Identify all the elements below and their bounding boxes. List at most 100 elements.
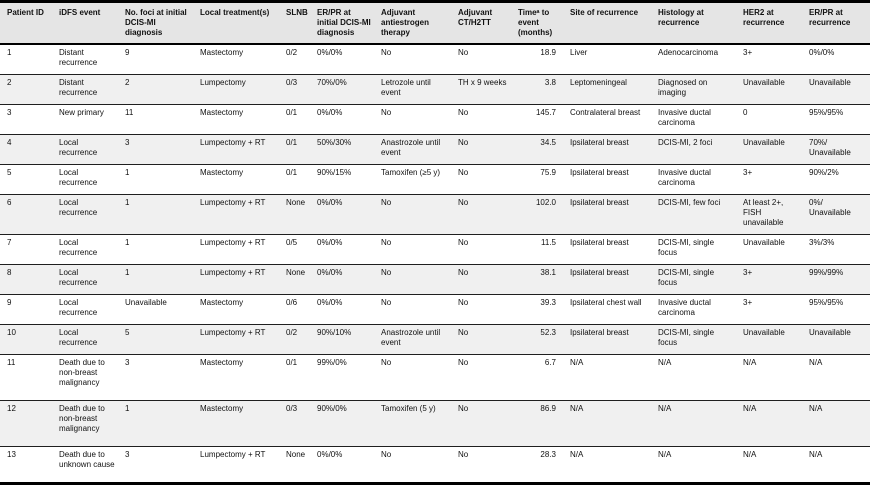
table-cell: 9 bbox=[7, 298, 12, 307]
table-cell: No bbox=[458, 404, 469, 413]
table-cell: 0%/ Unavailable bbox=[809, 198, 851, 217]
table-cell: Mastectomy bbox=[200, 48, 244, 57]
header-cell: Adjuvant antiestrogen therapy bbox=[377, 1, 454, 45]
table-cell: Local recurrence bbox=[59, 198, 98, 217]
table-cell: 2 bbox=[125, 78, 130, 87]
table-cell: 10 bbox=[7, 328, 16, 337]
table-row: 2 Distant recurrence 2 Lumpectomy 0/3 70%/0% L… bbox=[0, 74, 870, 105]
table-cell: Invasive ductal carcinoma bbox=[658, 168, 711, 187]
table-cell: Distant recurrence bbox=[59, 78, 98, 97]
table-cell: 39.3 bbox=[540, 298, 556, 307]
table-cell: New primary bbox=[59, 108, 104, 117]
table-row: 5 Local recurrence 1 Mastectomy 0/1 90%/15% Ta… bbox=[0, 164, 870, 195]
table-cell: Ipsilateral breast bbox=[570, 268, 629, 277]
header-cell: HER2 at recurrence bbox=[739, 1, 805, 45]
table-row: 11 Death due to non-breast malignancy 3 Mas… bbox=[0, 354, 870, 401]
header-cell: Histology at recurrence bbox=[654, 1, 739, 45]
table-cell: 0/1 bbox=[286, 168, 298, 177]
table-cell: 6.7 bbox=[544, 358, 556, 367]
table-cell: Distant recurrence bbox=[59, 48, 98, 67]
table-header: Patient ID iDFS event No. foci at initial … bbox=[0, 1, 870, 45]
table-cell: 0/1 bbox=[286, 138, 298, 147]
table-cell: None bbox=[286, 198, 306, 207]
header-cell: SLNB bbox=[282, 1, 313, 45]
table-cell: 90%/15% bbox=[317, 168, 352, 177]
table-cell: 0/6 bbox=[286, 298, 298, 307]
table-cell: DCIS-MI, single focus bbox=[658, 238, 715, 257]
table-cell: Unavailable bbox=[743, 238, 785, 247]
header-cell: Adjuvant CT/H2TT bbox=[454, 1, 514, 45]
table-cell: 1 bbox=[125, 238, 130, 247]
table-cell: Lumpectomy + RT bbox=[200, 268, 266, 277]
table-cell: Unavailable bbox=[809, 78, 851, 87]
table-cell: 0%/0% bbox=[317, 268, 343, 277]
table-row: 9 Local recurrence Unavailable Mastectomy 0/… bbox=[0, 294, 870, 325]
table-cell: DCIS-MI, single focus bbox=[658, 268, 715, 287]
table-cell: Mastectomy bbox=[200, 404, 244, 413]
header-row: Patient ID iDFS event No. foci at initial … bbox=[0, 1, 870, 45]
table-cell: No bbox=[458, 198, 469, 207]
table-cell: 5 bbox=[7, 168, 12, 177]
table-cell: 0%/0% bbox=[809, 48, 835, 57]
table-cell: 75.9 bbox=[540, 168, 556, 177]
table-cell: Unavailable bbox=[809, 328, 851, 337]
header-cell: iDFS event bbox=[55, 1, 121, 45]
table-cell: 3 bbox=[125, 358, 130, 367]
header-cell: Site of recurrence bbox=[566, 1, 654, 45]
table-cell: Ipsilateral breast bbox=[570, 328, 629, 337]
table-cell: 102.0 bbox=[535, 198, 556, 207]
table-cell: 13 bbox=[7, 450, 16, 459]
table-row: 4 Local recurrence 3 Lumpectomy + RT 0/1 50%/… bbox=[0, 134, 870, 165]
table-cell: Mastectomy bbox=[200, 108, 244, 117]
table-row: 7 Local recurrence 1 Lumpectomy + RT 0/5 0%/0… bbox=[0, 234, 870, 265]
table-cell: 99%/0% bbox=[317, 358, 347, 367]
table-cell: No bbox=[381, 450, 392, 459]
table-cell: 0/1 bbox=[286, 108, 298, 117]
table-cell: 52.3 bbox=[540, 328, 556, 337]
table-body: 1 Distant recurrence 9 Mastectomy 0/2 0%/0% No… bbox=[0, 44, 870, 484]
table-cell: Ipsilateral chest wall bbox=[570, 298, 642, 307]
table-row: 13 Death due to unknown cause 3 Lumpectomy … bbox=[0, 446, 870, 484]
table-cell: Leptomeningeal bbox=[570, 78, 627, 87]
table-cell: Local recurrence bbox=[59, 298, 98, 317]
table-cell: TH x 9 weeks bbox=[458, 78, 507, 87]
table-cell: DCIS-MI, few foci bbox=[658, 198, 721, 207]
table-row: 10 Local recurrence 5 Lumpectomy + RT 0/2 90%… bbox=[0, 324, 870, 355]
table-cell: 0/2 bbox=[286, 328, 298, 337]
table-cell: Lumpectomy + RT bbox=[200, 198, 266, 207]
table-cell: 3+ bbox=[743, 168, 753, 177]
table-cell: Diagnosed on imaging bbox=[658, 78, 708, 97]
table-cell: No bbox=[458, 328, 469, 337]
table-cell: Lumpectomy bbox=[200, 78, 246, 87]
table-cell: 3 bbox=[7, 108, 12, 117]
table-cell: No bbox=[458, 238, 469, 247]
table-cell: Mastectomy bbox=[200, 298, 244, 307]
table-cell: No bbox=[381, 238, 392, 247]
table-cell: Unavailable bbox=[743, 138, 785, 147]
table-cell: 1 bbox=[125, 404, 130, 413]
table-cell: Local recurrence bbox=[59, 268, 98, 287]
table-cell: Liver bbox=[570, 48, 588, 57]
table-cell: Local recurrence bbox=[59, 238, 98, 257]
table-cell: N/A bbox=[570, 450, 584, 459]
table-cell: 1 bbox=[125, 168, 130, 177]
table-cell: 0%/0% bbox=[317, 298, 343, 307]
table-cell: N/A bbox=[658, 404, 672, 413]
table-cell: No bbox=[381, 358, 392, 367]
table-cell: 0%/0% bbox=[317, 238, 343, 247]
table-cell: Ipsilateral breast bbox=[570, 138, 629, 147]
table-cell: 5 bbox=[125, 328, 130, 337]
table-cell: 0/3 bbox=[286, 404, 298, 413]
table-cell: 0/5 bbox=[286, 238, 298, 247]
table-cell: Invasive ductal carcinoma bbox=[658, 298, 711, 317]
table-cell: 12 bbox=[7, 404, 16, 413]
table-cell: 95%/95% bbox=[809, 108, 844, 117]
table-cell: No bbox=[458, 48, 469, 57]
table-cell: 3 bbox=[125, 138, 130, 147]
table-cell: 3%/3% bbox=[809, 238, 835, 247]
table-cell: Unavailable bbox=[743, 78, 785, 87]
table-cell: Ipsilateral breast bbox=[570, 168, 629, 177]
table-cell: No bbox=[458, 168, 469, 177]
table-cell: 95%/95% bbox=[809, 298, 844, 307]
